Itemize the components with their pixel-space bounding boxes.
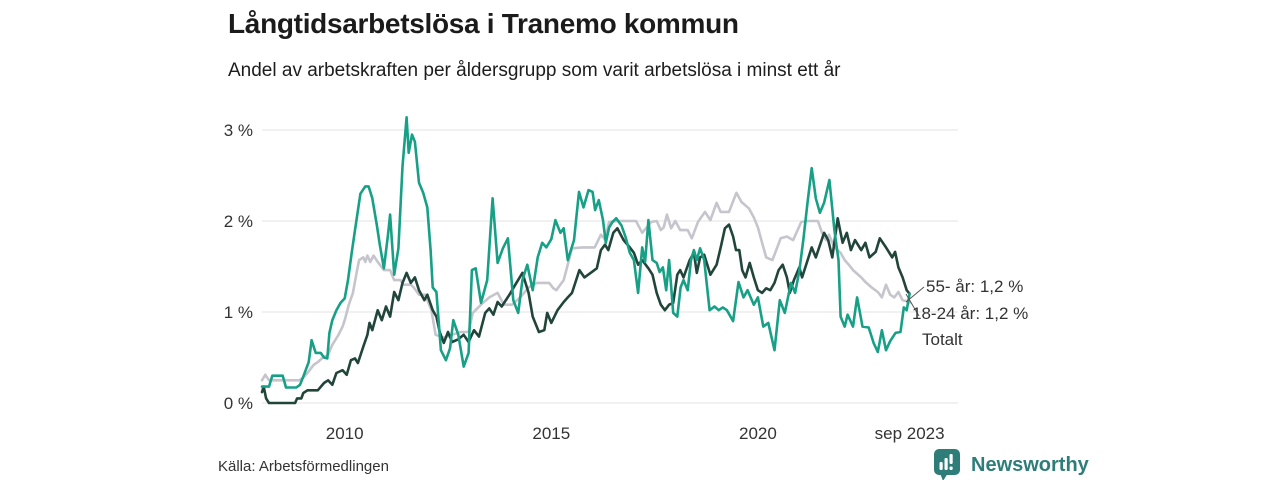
chart-title: Långtidsarbetslösa i Tranemo kommun: [228, 8, 739, 39]
series-end-label-totalt: Totalt: [922, 330, 963, 349]
series-line-18-24-r: [260, 116, 911, 389]
series-end-label-18-24: 18-24 år: 1,2 %: [912, 304, 1029, 323]
series-line-55-r: [260, 217, 911, 405]
y-tick-label: 2 %: [224, 212, 253, 231]
x-tick-label: 2015: [532, 424, 570, 443]
x-tick-label: 2020: [739, 424, 777, 443]
bar-chart-speech-bubble-icon: [934, 449, 960, 480]
y-tick-label: 3 %: [224, 121, 253, 140]
leader-line-18-24: [905, 293, 920, 317]
series-end-label-55: 55- år: 1,2 %: [926, 277, 1024, 296]
y-tick-label: 1 %: [224, 303, 253, 322]
brand-name: Newsworthy: [971, 453, 1089, 476]
source-note: Källa: Arbetsförmedlingen: [218, 458, 389, 475]
newsworthy-brand: Newsworthy: [933, 448, 1089, 480]
x-tick-label: 2010: [326, 424, 364, 443]
y-tick-label: 0 %: [224, 394, 253, 413]
x-tick-label: sep 2023: [875, 424, 945, 443]
chart-subtitle: Andel av arbetskraften per åldersgrupp s…: [228, 60, 841, 81]
